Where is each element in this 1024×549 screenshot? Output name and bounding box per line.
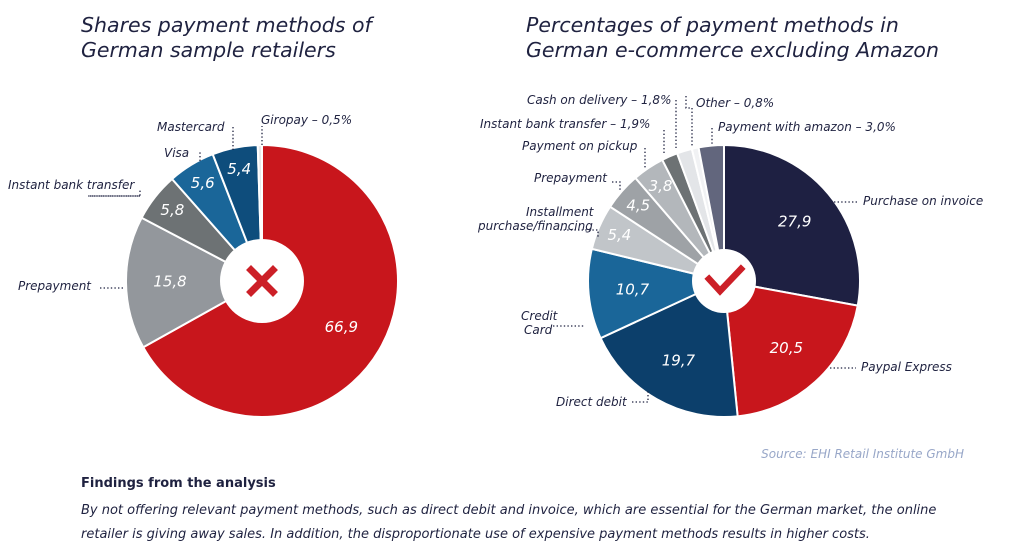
donut-chart-right: 27,9 20,5 19,7 10,7 5,4 4,53,8 Purchase on inv… (477, 93, 983, 418)
chart-title-left: Shares payment methods of German sample … (81, 13, 372, 63)
value-label-paypal-express: 20,5 (770, 339, 803, 357)
check-icon (704, 264, 746, 296)
chart-title-left-line-1: Shares payment methods of (81, 13, 372, 37)
category-label-instant-bank-transfer: Instant bank transfer (8, 178, 135, 192)
source-note: Source: EHI Retail Institute GmbH (761, 447, 964, 461)
value-label-mastercard: 5,4 (227, 160, 251, 178)
chart-title-right-line-2: German e-commerce excluding Amazon (526, 38, 939, 62)
slice-direct-debit (599, 279, 739, 418)
value-label-prepayment: 15,8 (153, 273, 186, 291)
findings-body: By not offering relevant payment methods… (81, 503, 937, 542)
category-label-other-0-8: Other – 0,8% (696, 96, 774, 110)
slice-purchase-on-invoice (723, 143, 861, 307)
cross-icon (246, 265, 278, 297)
category-label-prepayment: Prepayment (534, 171, 608, 185)
slice-credit-card (587, 247, 728, 340)
category-label-credit-card-2: Card (524, 323, 553, 337)
slice-paypal-express (722, 279, 859, 418)
leader-instant-bank-transfer (88, 190, 141, 197)
category-label-cash-on-delivery-1-8: Cash on delivery – 1,8% (527, 93, 671, 107)
chart-title-right: Percentages of payment methods in German… (526, 13, 939, 63)
value-label-installment-purchase-financing: 5,4 (607, 226, 631, 244)
slice-prepayment (125, 216, 265, 349)
value-label-direct-debit: 19,7 (662, 351, 696, 369)
value-label-purchase-on-invoice: 27,9 (778, 213, 811, 231)
donut-hole (692, 249, 756, 313)
category-label-installment-purchase-financing-2: purchase/financing (477, 219, 593, 233)
value-label-paypal-express: 66,9 (325, 318, 358, 336)
value-label-credit-card: 10,7 (616, 280, 650, 298)
category-label-credit-card-1: Credit (521, 309, 559, 323)
findings-heading: Findings from the analysis (81, 476, 276, 491)
donut-chart-left: 66,9 15,8 5,8 5,6 5,4 Prepayment Instant bank … (8, 113, 399, 418)
value-label-visa: 5,6 (191, 174, 215, 192)
category-label-paypal-express: Paypal Express (861, 360, 952, 374)
value-label-payment-on-pickup: 3,8 (649, 177, 673, 195)
slice-payment-with-amazon-3-0 (697, 143, 725, 282)
category-label-giropay-0-5: Giropay – 0,5% (261, 113, 352, 127)
value-label-instant-bank-transfer: 5,8 (160, 201, 184, 219)
category-label-prepayment: Prepayment (18, 279, 92, 293)
category-label-instant-bank-transfer-1-9: Instant bank transfer – 1,9% (480, 117, 650, 131)
category-label-installment-purchase-financing-1: Installment (526, 205, 595, 219)
category-label-mastercard: Mastercard (157, 120, 225, 134)
leader-other-0-8 (685, 96, 693, 146)
category-label-purchase-on-invoice: Purchase on invoice (863, 194, 983, 208)
chart-title-left-line-2: German sample retailers (81, 38, 336, 62)
leader-prepayment (612, 181, 621, 192)
category-label-payment-on-pickup: Payment on pickup (522, 139, 638, 153)
value-label-prepayment: 4,5 (626, 196, 650, 214)
category-label-visa: Visa (164, 146, 189, 160)
category-label-payment-with-amazon-3-0: Payment with amazon – 3,0% (718, 120, 896, 134)
category-label-direct-debit: Direct debit (556, 395, 628, 409)
leader-installment-purchase-financing (560, 229, 599, 238)
chart-title-right-line-1: Percentages of payment methods in (526, 13, 899, 37)
